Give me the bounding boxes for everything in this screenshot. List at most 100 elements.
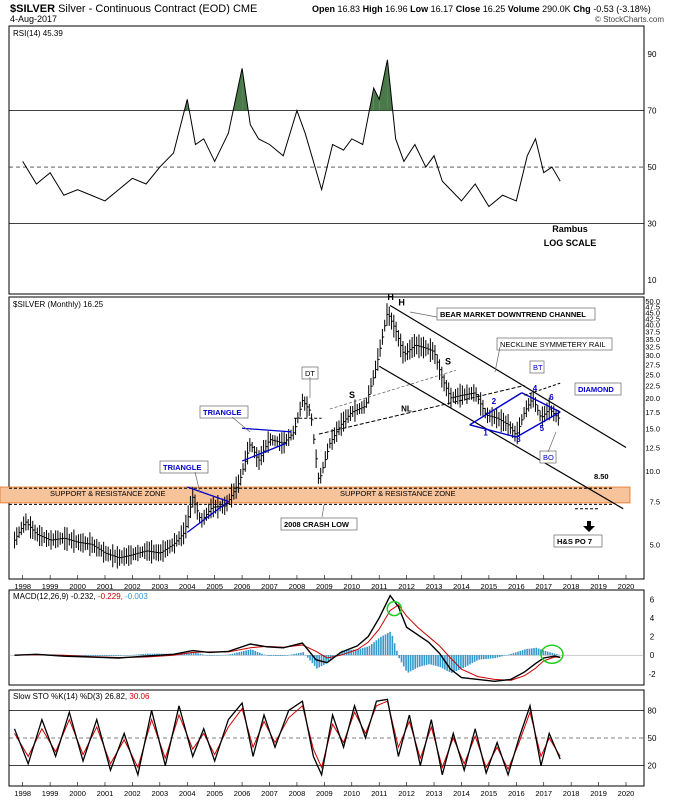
histogram-bar — [206, 655, 209, 656]
histogram-bar — [115, 655, 117, 656]
watermark: © StockCharts.com — [595, 15, 664, 24]
histogram-bar — [503, 655, 506, 656]
histogram-bar — [480, 655, 483, 660]
histogram-bar — [434, 655, 437, 666]
histogram-bar — [279, 655, 282, 656]
histogram-bar — [311, 655, 314, 664]
sto-x-tick-label: 2020 — [618, 789, 635, 798]
histogram-bar — [457, 655, 460, 671]
price-tick-label: 5.0 — [650, 540, 660, 549]
crash-low-label: 2008 CRASH LOW — [284, 520, 350, 529]
histogram-bar — [153, 653, 156, 656]
svg-text:$SILVER Silver - Continuous Co: $SILVER Silver - Continuous Contract (EO… — [10, 3, 257, 15]
histogram-bar — [501, 655, 503, 657]
support-resistance-zone — [0, 486, 631, 504]
triangle-label-2004: TRIANGLE — [163, 463, 201, 472]
histogram-bar — [357, 649, 359, 656]
price-x-tick-label: 2006 — [234, 582, 251, 591]
price-x-tick-label: 2017 — [535, 582, 552, 591]
histogram-bar — [124, 655, 126, 656]
sto-x-tick-label: 2010 — [343, 789, 360, 798]
diamond-edge-3 — [515, 411, 561, 438]
histogram-bar — [373, 642, 375, 656]
histogram-bar — [521, 650, 524, 656]
bo-label-box — [539, 450, 557, 464]
sto-x-tick-label: 2007 — [261, 789, 278, 798]
histogram-bar — [258, 652, 261, 656]
histogram-bar — [284, 655, 286, 656]
histogram-bar — [224, 654, 227, 656]
histogram-bar — [453, 655, 455, 672]
sto-x-tick-label: 2018 — [563, 789, 580, 798]
histogram-bar — [87, 655, 90, 657]
histogram-bar — [256, 651, 259, 656]
histogram-bar — [530, 648, 533, 656]
histogram-bar — [268, 655, 270, 656]
histogram-bar — [444, 655, 446, 670]
histogram-bar — [460, 655, 462, 670]
sto-x-tick-label: 2009 — [316, 789, 333, 798]
histogram-bar — [192, 652, 195, 656]
histogram-bar — [464, 655, 467, 667]
histogram-bar — [274, 655, 277, 656]
histogram-bar — [252, 649, 254, 656]
histogram-bar — [188, 652, 190, 656]
triangle1-top — [187, 486, 229, 503]
x-axes: 1998 1999 2000 2001 2002 2003 2004 2005 2006 2007… — [14, 575, 634, 798]
hs-po-label: H&S PO 7 — [557, 537, 592, 546]
sto-x-tick-label: 1999 — [42, 789, 59, 798]
histogram-bar — [396, 650, 398, 656]
price-x-tick-label: 2003 — [151, 582, 168, 591]
sto-x-tick-label: 2016 — [508, 789, 525, 798]
histogram-bar — [197, 653, 199, 656]
diamond-point-5: 5 — [540, 424, 545, 433]
histogram-bar — [505, 655, 508, 656]
diamond-edge-4 — [469, 424, 517, 438]
histogram-bar — [263, 654, 266, 656]
macd-line — [14, 594, 561, 682]
histogram-bar — [137, 654, 140, 656]
histogram-bar — [476, 655, 478, 661]
price-tick-label: 40.0 — [645, 321, 660, 330]
hs-po-label-box — [553, 534, 603, 548]
histogram-bar — [309, 655, 311, 661]
histogram-bar — [229, 654, 231, 656]
sto-x-tick-label: 1998 — [14, 789, 31, 798]
histogram-bar — [247, 649, 250, 656]
sto-k-line — [13, 698, 561, 778]
symbol: $SILVER — [10, 3, 55, 15]
price-tick-label: 45.0 — [645, 308, 660, 317]
histogram-bar — [498, 655, 501, 657]
sto-x-tick-label: 2002 — [124, 789, 141, 798]
histogram-bar — [231, 653, 234, 656]
svg-text:Open 16.83 High 16.96 Low 16: Open 16.83 High 16.96 Low 16.17 Close 16… — [312, 4, 651, 14]
histogram-bar — [524, 649, 526, 656]
histogram-bar — [213, 655, 215, 656]
histogram-bar — [85, 655, 87, 657]
neckline-symmetry-rail — [329, 369, 457, 410]
histogram-bar — [156, 653, 158, 656]
diamond-point-2: 2 — [492, 397, 497, 406]
histogram-bar — [437, 655, 439, 667]
triangle1-bottom — [186, 500, 229, 533]
neckline-rail-pointer — [494, 346, 501, 373]
histogram-bar — [462, 655, 464, 669]
rsi-tick-label: 30 — [648, 219, 657, 228]
histogram-bar — [135, 654, 138, 656]
histogram-bar — [366, 646, 369, 656]
histogram-bar — [528, 648, 531, 656]
histogram-bar — [293, 653, 295, 656]
macd-tick-label: 0 — [650, 651, 655, 660]
open-value: 16.83 — [338, 4, 361, 14]
histogram-bar — [112, 655, 115, 656]
price-x-tick-label: 1999 — [42, 582, 59, 591]
histogram-bar — [364, 647, 366, 656]
macd-histogram — [14, 631, 560, 673]
histogram-bar — [295, 653, 298, 656]
triangle2-bottom — [241, 442, 287, 462]
histogram-bar — [423, 655, 426, 666]
histogram-bar — [233, 653, 236, 656]
histogram-bar — [494, 655, 496, 659]
histogram-bar — [350, 649, 353, 656]
up-arrow-icon — [583, 521, 595, 532]
